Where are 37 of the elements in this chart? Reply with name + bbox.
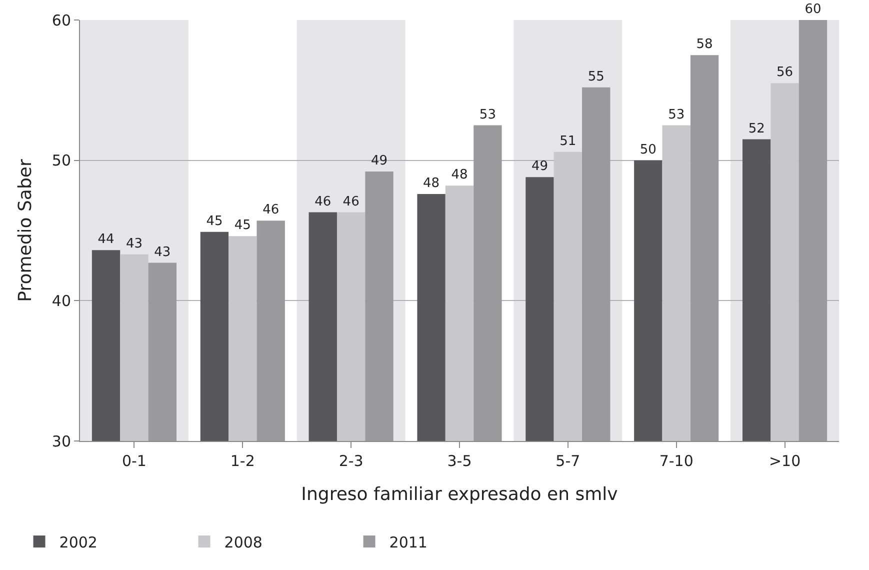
- y-tick-label: 30: [52, 432, 71, 450]
- data-label: 43: [154, 244, 171, 260]
- data-label: 44: [98, 232, 114, 248]
- x-tick-label: 3-5: [447, 452, 472, 470]
- legend-label: 2002: [59, 533, 98, 552]
- data-label: 50: [640, 142, 656, 158]
- data-label: 46: [262, 202, 280, 218]
- x-tick-label: >10: [768, 452, 801, 470]
- data-label: 60: [804, 2, 822, 17]
- data-label: 46: [342, 194, 360, 210]
- data-label: 55: [588, 69, 604, 84]
- x-tick-label: 2-3: [338, 452, 364, 470]
- data-label: 56: [776, 65, 794, 80]
- x-tick-label: 7-10: [659, 452, 694, 470]
- data-label: 53: [479, 107, 496, 122]
- y-tick-label: 50: [52, 152, 71, 170]
- y-axis-title: Promedio Saber: [15, 158, 36, 302]
- x-tick-label: 1-2: [230, 452, 255, 470]
- legend-label: 2011: [389, 533, 428, 552]
- data-label: 48: [423, 176, 440, 192]
- x-tick-label: 5-7: [556, 452, 580, 470]
- x-tick-label: 0-1: [122, 452, 146, 470]
- data-label: 52: [748, 121, 765, 136]
- x-axis-title: Ingreso familiar expresado en smlv: [301, 484, 618, 506]
- data-label: 45: [206, 214, 223, 229]
- data-label: 46: [314, 194, 332, 210]
- y-tick-label: 40: [52, 292, 71, 310]
- data-label: 48: [451, 168, 468, 183]
- y-tick-label: 60: [52, 11, 71, 30]
- data-label: 58: [696, 37, 713, 52]
- data-label: 53: [668, 107, 685, 122]
- data-label: 51: [560, 134, 576, 149]
- data-label: 43: [126, 236, 142, 252]
- data-label: 49: [531, 159, 548, 174]
- data-label: 45: [234, 218, 251, 234]
- legend-label: 2008: [224, 533, 262, 552]
- data-label: 49: [370, 154, 388, 169]
